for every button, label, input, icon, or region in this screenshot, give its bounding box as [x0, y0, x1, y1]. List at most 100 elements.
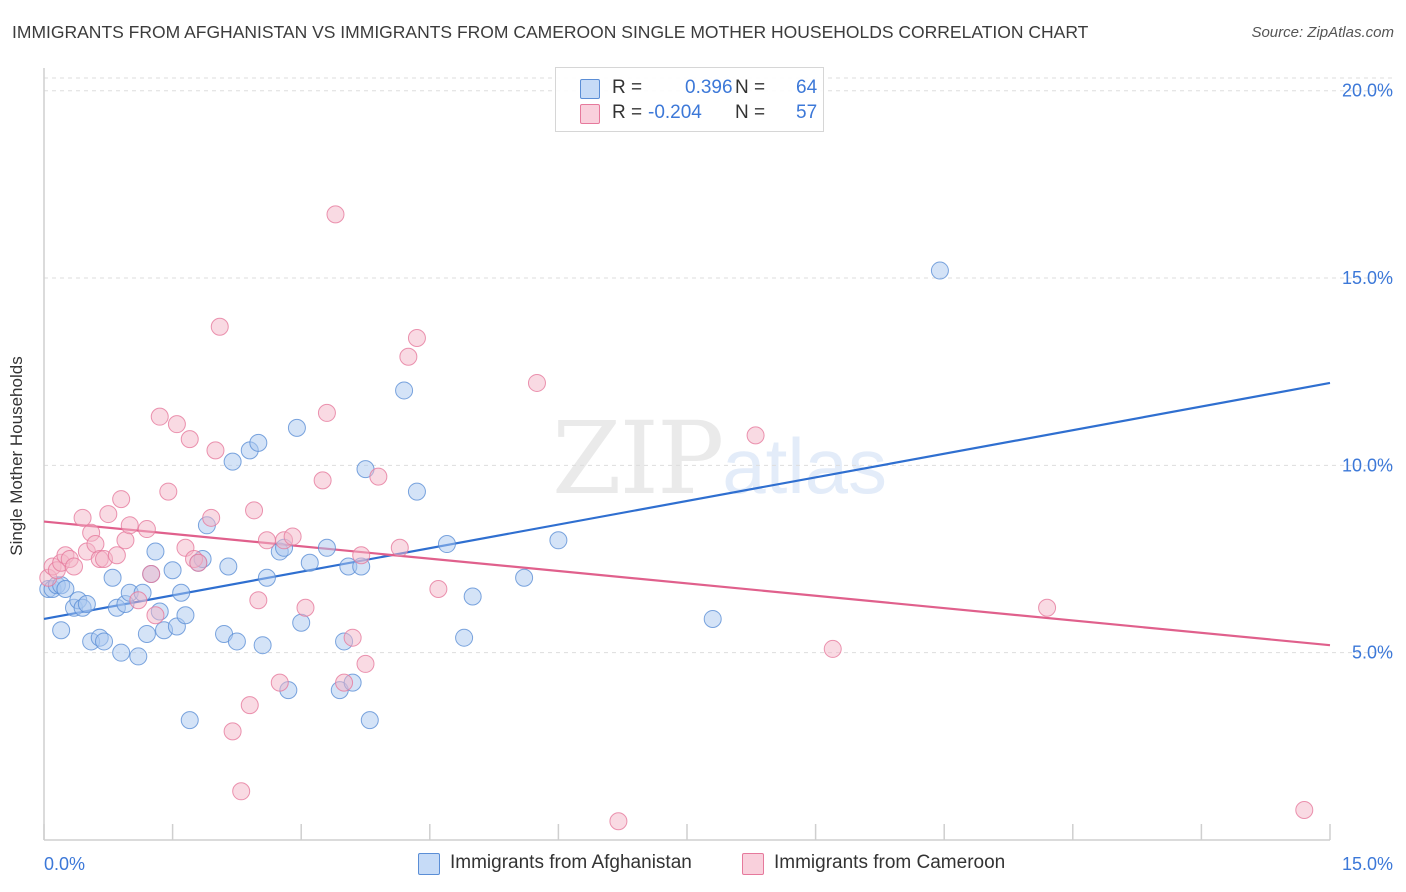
point-afghanistan	[129, 647, 148, 666]
point-afghanistan	[287, 418, 306, 437]
legend-swatch-afghanistan	[580, 79, 600, 99]
point-cameroon	[257, 531, 276, 550]
bottom-legend-label-afghanistan: Immigrants from Afghanistan	[450, 852, 692, 873]
bottom-legend-afghanistan: Immigrants from Afghanistan	[418, 851, 718, 877]
point-cameroon	[283, 527, 302, 546]
point-afghanistan	[292, 613, 311, 632]
point-afghanistan	[219, 557, 238, 576]
point-afghanistan	[176, 606, 195, 625]
grid-lines	[44, 77, 1394, 654]
point-afghanistan	[103, 568, 122, 587]
source-label: Source: ZipAtlas.com	[1251, 24, 1394, 41]
bottom-legend-cameroon: Immigrants from Cameroon	[742, 851, 1032, 877]
point-cameroon	[390, 538, 409, 557]
point-afghanistan	[112, 643, 131, 662]
point-cameroon	[270, 673, 289, 692]
point-afghanistan	[249, 433, 268, 452]
point-afghanistan	[300, 553, 319, 572]
legend-n-label: N =	[735, 102, 766, 123]
legend-r-value: 0.396	[685, 77, 733, 98]
trend-lines	[43, 381, 1331, 647]
point-cameroon	[296, 598, 315, 617]
point-afghanistan	[395, 381, 414, 400]
point-cameroon	[527, 373, 546, 392]
point-cameroon	[352, 546, 371, 565]
point-cameroon	[245, 501, 264, 520]
point-cameroon	[369, 467, 388, 486]
point-cameroon	[326, 205, 345, 224]
point-cameroon	[202, 508, 221, 527]
legend-n-value: 64	[796, 77, 818, 98]
point-cameroon	[240, 696, 259, 715]
point-cameroon	[206, 441, 225, 460]
axes	[43, 68, 1331, 841]
y-tick-label: 20.0%	[1342, 81, 1393, 101]
point-cameroon	[120, 516, 139, 535]
point-cameroon	[159, 482, 178, 501]
point-cameroon	[210, 317, 229, 336]
point-cameroon	[313, 471, 332, 490]
point-afghanistan	[703, 609, 722, 628]
point-cameroon	[335, 673, 354, 692]
point-afghanistan	[515, 568, 534, 587]
point-afghanistan	[930, 261, 949, 280]
point-cameroon	[150, 407, 169, 426]
point-cameroon	[399, 347, 418, 366]
point-afghanistan	[163, 561, 182, 580]
point-cameroon	[73, 508, 92, 527]
point-cameroon	[407, 328, 426, 347]
bottom-legend-label-cameroon: Immigrants from Cameroon	[774, 852, 1006, 873]
x-tick-label: 0.0%	[44, 854, 85, 874]
point-afghanistan	[52, 621, 71, 640]
point-afghanistan	[180, 711, 199, 730]
legend-swatch-cameroon	[580, 104, 600, 124]
point-cameroon	[1038, 598, 1057, 617]
correlation-legend: R = 0.396 N = 64 R = -0.204 N = 57	[555, 67, 824, 132]
y-axis-label: Single Mother Households	[7, 356, 26, 556]
point-cameroon	[189, 553, 208, 572]
point-afghanistan	[455, 628, 474, 647]
tick-labels: 5.0% 10.0% 15.0% 20.0% 0.0% 15.0%	[44, 81, 1393, 874]
point-cameroon	[429, 579, 448, 598]
point-cameroon	[823, 639, 842, 658]
legend-n-value: 57	[796, 102, 818, 123]
point-cameroon	[116, 531, 135, 550]
point-cameroon	[129, 591, 148, 610]
point-cameroon	[112, 490, 131, 509]
point-cameroon	[86, 535, 105, 554]
legend-n-label: N =	[735, 77, 766, 98]
point-afghanistan	[137, 624, 156, 643]
legend-r-value: -0.204	[648, 102, 702, 123]
point-afghanistan	[146, 542, 165, 561]
point-cameroon	[609, 812, 628, 831]
point-cameroon	[99, 505, 118, 524]
chart-title: IMMIGRANTS FROM AFGHANISTAN VS IMMIGRANT…	[12, 22, 1089, 42]
point-cameroon	[232, 782, 251, 801]
y-tick-label: 10.0%	[1342, 455, 1393, 475]
point-cameroon	[356, 654, 375, 673]
point-afghanistan	[317, 538, 336, 557]
point-afghanistan	[257, 568, 276, 587]
point-cameroon	[249, 591, 268, 610]
point-afghanistan	[95, 632, 114, 651]
bottom-legend-swatch-afghanistan	[418, 853, 440, 875]
bottom-legend-swatch-cameroon	[742, 853, 764, 875]
point-afghanistan	[360, 711, 379, 730]
point-cameroon	[167, 415, 186, 434]
legend-r-label: R =	[612, 77, 643, 98]
point-cameroon	[223, 722, 242, 741]
point-afghanistan	[56, 579, 75, 598]
legend-r-label: R =	[612, 102, 643, 123]
point-afghanistan	[172, 583, 191, 602]
y-tick-label: 5.0%	[1352, 643, 1393, 663]
x-tick-label: 15.0%	[1342, 854, 1393, 874]
point-cameroon	[107, 546, 126, 565]
point-afghanistan	[227, 632, 246, 651]
point-afghanistan	[549, 531, 568, 550]
point-cameroon	[142, 565, 161, 584]
point-cameroon	[317, 403, 336, 422]
point-cameroon	[65, 557, 84, 576]
point-cameroon	[1295, 801, 1314, 820]
point-afghanistan	[437, 535, 456, 554]
